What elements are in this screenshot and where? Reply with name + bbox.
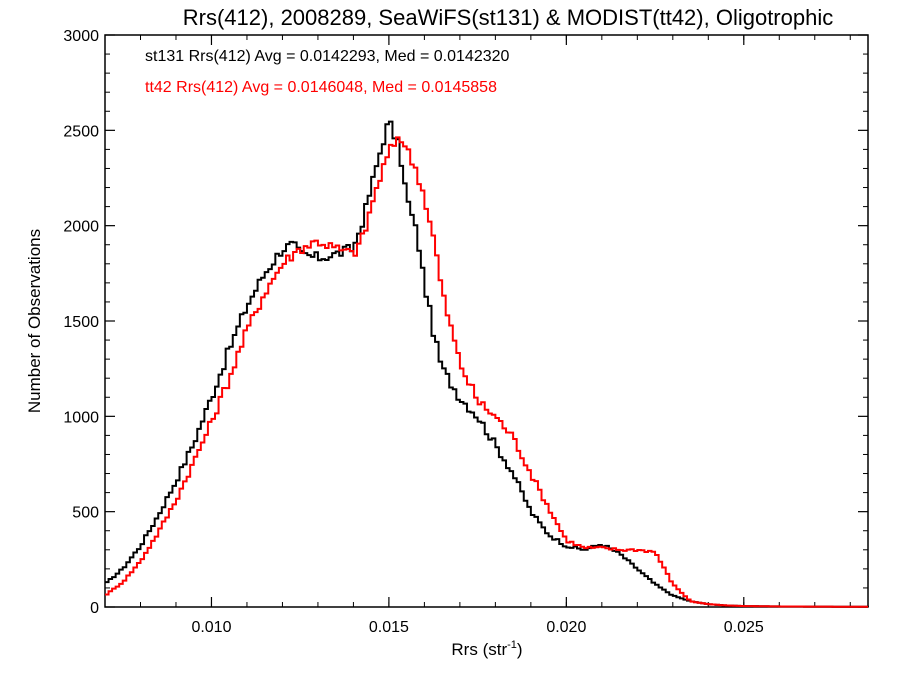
plot-frame	[104, 34, 869, 608]
y-axis-label: Number of Observations	[25, 229, 44, 413]
x-tick-label: 0.020	[546, 619, 586, 636]
x-tick-label: 0.010	[191, 619, 231, 636]
y-tick-label: 3000	[63, 28, 99, 45]
x-axis-label-suffix: )	[517, 640, 523, 659]
y-axis-ticks: 0 500 1000 1500 2000 2500 3000	[63, 28, 868, 617]
chart-title: Rrs(412), 2008289, SeaWiFS(st131) & MODI…	[183, 5, 833, 30]
y-tick-label: 2500	[63, 123, 99, 140]
x-axis-label: Rrs (str-1)	[451, 639, 522, 659]
histogram-series-0	[105, 120, 869, 608]
legend-line-st131: st131 Rrs(412) Avg = 0.0142293, Med = 0.…	[145, 48, 510, 65]
series-layer	[105, 120, 869, 608]
y-tick-label: 2000	[63, 219, 99, 236]
y-tick-label: 0	[90, 600, 99, 617]
histogram-series-1	[105, 136, 868, 608]
y-tick-label: 500	[72, 505, 99, 522]
x-axis-ticks: 0.010 0.015 0.020 0.025	[104, 35, 851, 636]
x-tick-label: 0.025	[724, 619, 764, 636]
legend-line-tt42: tt42 Rrs(412) Avg = 0.0146048, Med = 0.0…	[145, 79, 497, 96]
y-tick-label: 1500	[63, 314, 99, 331]
x-axis-label-exponent: -1	[507, 639, 517, 651]
x-tick-label: 0.015	[369, 619, 409, 636]
y-tick-label: 1000	[63, 409, 99, 426]
x-axis-label-text: Rrs (str	[451, 640, 507, 659]
